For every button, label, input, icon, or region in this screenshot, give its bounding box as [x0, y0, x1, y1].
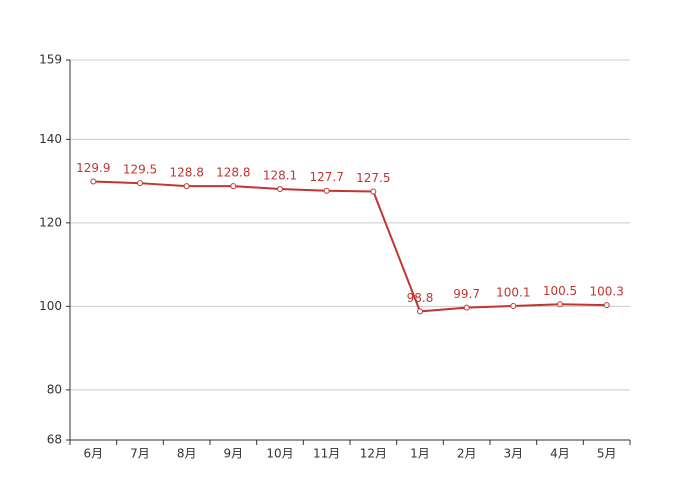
x-tick-label: 9月 [224, 447, 244, 461]
data-label: 100.1 [496, 285, 530, 299]
y-tick-label: 68 [47, 433, 62, 447]
data-point [230, 183, 237, 190]
data-label: 128.8 [169, 166, 203, 180]
data-point [463, 304, 470, 311]
x-tick-label: 8月 [177, 447, 197, 461]
x-tick-label: 12月 [360, 447, 387, 461]
data-label: 128.8 [216, 166, 250, 180]
data-label: 99.7 [453, 287, 480, 301]
data-point [323, 187, 330, 194]
data-label: 100.3 [589, 285, 623, 299]
x-tick-label: 1月 [410, 447, 430, 461]
y-tick-label: 80 [47, 382, 62, 396]
data-point [417, 308, 423, 315]
data-label: 128.1 [263, 169, 297, 183]
y-tick-label: 159 [39, 53, 62, 67]
data-point [137, 180, 143, 187]
x-tick-label: 3月 [504, 447, 524, 461]
x-tick-label: 6月 [84, 447, 104, 461]
data-point [370, 188, 377, 195]
data-label: 129.9 [76, 161, 110, 175]
x-tick-label: 10月 [266, 447, 293, 461]
series-line [93, 180, 607, 313]
data-label: 98.8 [407, 291, 434, 305]
x-tick-label: 7月 [130, 447, 150, 461]
x-tick-label: 11月 [313, 447, 340, 461]
data-point [90, 178, 97, 185]
data-point [603, 302, 610, 309]
data-label: 129.5 [123, 163, 157, 177]
data-label: 127.7 [309, 170, 343, 184]
x-tick-label: 4月 [550, 447, 570, 461]
data-point [183, 183, 190, 190]
x-tick-label: 2月 [457, 447, 477, 461]
data-point [557, 301, 563, 308]
x-tick-label: 5月 [597, 447, 617, 461]
data-point [510, 302, 517, 309]
data-point [277, 186, 283, 193]
data-label: 100.5 [543, 284, 577, 298]
y-tick-label: 100 [39, 299, 62, 313]
y-tick-label: 120 [39, 215, 62, 229]
y-tick-label: 140 [39, 132, 62, 146]
data-label: 127.5 [356, 171, 390, 185]
